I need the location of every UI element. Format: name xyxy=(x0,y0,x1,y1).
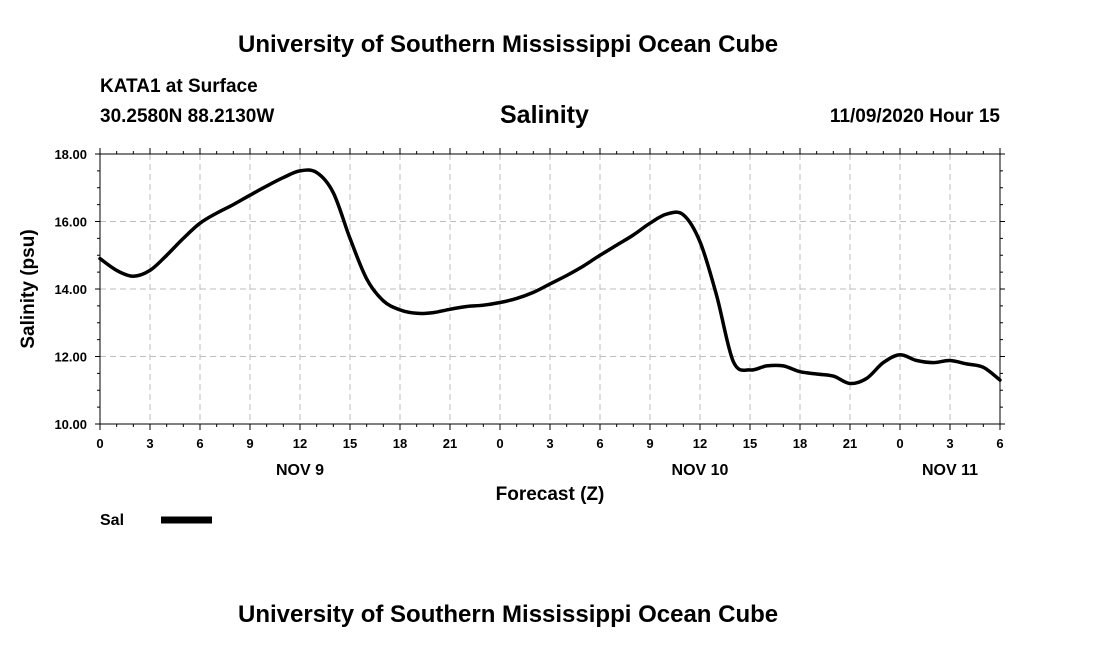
x-tick-label: 0 xyxy=(896,436,903,451)
x-tick-label: 15 xyxy=(743,436,757,451)
date-label: NOV 10 xyxy=(672,462,729,479)
x-tick-label: 3 xyxy=(946,436,953,451)
legend-label-sal: Sal xyxy=(100,512,124,529)
x-tick-label: 21 xyxy=(443,436,457,451)
x-tick-label: 3 xyxy=(146,436,153,451)
chart-title: Salinity xyxy=(500,101,589,129)
x-tick-label: 12 xyxy=(693,436,707,451)
location-label: 30.2580N 88.2130W xyxy=(100,106,275,127)
date-label: NOV 9 xyxy=(276,462,324,479)
x-tick-label: 6 xyxy=(596,436,603,451)
x-tick-label: 0 xyxy=(96,436,103,451)
x-tick-label: 12 xyxy=(293,436,307,451)
x-tick-label: 0 xyxy=(496,436,503,451)
page-title-top: University of Southern Mississippi Ocean… xyxy=(238,31,779,58)
chart-grid xyxy=(100,154,1000,424)
datetime-label: 11/09/2020 Hour 15 xyxy=(829,106,1000,127)
y-tick-labels: 10.00 12.00 14.00 16.00 18.00 xyxy=(54,147,87,432)
x-tick-label: 6 xyxy=(196,436,203,451)
y-tick-label: 18.00 xyxy=(54,147,87,162)
station-label: KATA1 at Surface xyxy=(100,76,258,97)
x-tick-label: 18 xyxy=(793,436,807,451)
x-tick-label: 3 xyxy=(546,436,553,451)
x-tick-labels: 0 3 6 9 12 15 18 21 0 3 6 9 12 15 18 21 0 3 6 xyxy=(96,436,1003,451)
plot-frame xyxy=(99,153,1001,425)
x-tick-label: 18 xyxy=(393,436,407,451)
y-tick-label: 16.00 xyxy=(54,215,87,230)
date-labels: NOV 9 NOV 10 NOV 11 xyxy=(276,462,978,479)
series-line-sal xyxy=(98,168,1002,386)
x-tick-label: 9 xyxy=(646,436,653,451)
date-label: NOV 11 xyxy=(922,462,978,479)
x-tick-label: 21 xyxy=(843,436,857,451)
x-tick-label: 15 xyxy=(343,436,357,451)
y-tick-label: 14.00 xyxy=(54,282,87,297)
y-axis-label: Salinity (psu) xyxy=(18,229,39,348)
x-tick-label: 9 xyxy=(246,436,253,451)
page-title-bottom: University of Southern Mississippi Ocean… xyxy=(238,601,779,628)
x-tick-label: 6 xyxy=(996,436,1003,451)
y-tick-label: 12.00 xyxy=(54,350,87,365)
y-tick-label: 10.00 xyxy=(54,417,87,432)
x-axis-label: Forecast (Z) xyxy=(496,484,605,505)
